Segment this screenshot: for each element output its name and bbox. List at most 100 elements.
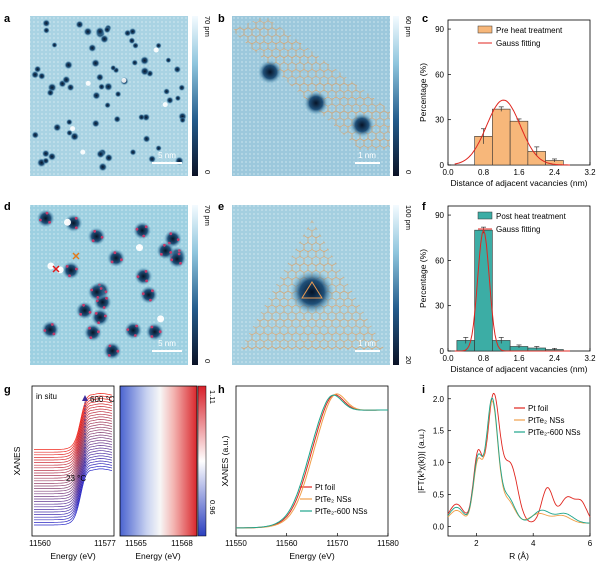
xanes-curve (34, 411, 113, 469)
annotation-in-situ: in situ (36, 392, 57, 401)
series-line (447, 392, 591, 523)
panel-label-d: d (4, 201, 11, 213)
y-tick-label: 90 (435, 25, 444, 34)
y-tick-label: 30 (435, 302, 444, 311)
vacancy-cluster (133, 221, 152, 240)
bright-spot (157, 315, 165, 323)
legend-label-fit: Gauss fitting (496, 225, 540, 234)
xanes-curve (34, 458, 113, 515)
vacancy-pit (42, 157, 50, 165)
tick-g-right-1: 11565 (125, 539, 147, 548)
panel-label-c: c (422, 13, 428, 25)
legend-label-bars: Post heat treatment (496, 212, 567, 221)
y-axis-label: XANES (a.u.) (220, 435, 230, 486)
panel-i: i 2 4 6 0.0 0.5 1.0 1.5 2.0 Pt foil PtTe₂ NSs PtTe… (416, 384, 593, 561)
vacancy-pit (163, 88, 171, 95)
x-tick-label: 3.2 (584, 168, 596, 177)
xanes-curve (34, 416, 113, 474)
panel-label-h: h (218, 384, 225, 396)
colorbar-min-a: 0 (203, 170, 212, 174)
xanes-in-situ-curves (34, 393, 113, 526)
vacancy-pit (62, 75, 71, 84)
x-tick-label: 1.6 (513, 354, 525, 363)
vacancy-cluster (83, 323, 102, 342)
legend-label-bars: Pre heat treatment (496, 26, 563, 35)
vacancy-cluster (62, 261, 80, 280)
colorbar-max-a: 70 pm (203, 16, 212, 37)
legend-swatch-bars (477, 25, 493, 34)
annotation-600C: 600 °C (90, 395, 115, 404)
x-tick-label: 2 (474, 539, 479, 548)
y-tick-label: 30 (435, 116, 444, 125)
x-tick-label: 3.2 (584, 354, 596, 363)
scalebar-label-a: 5 nm (158, 151, 176, 160)
vacancy-pit (129, 148, 137, 156)
vacancy-cluster (145, 322, 164, 341)
tick-g-left-2: 11577 (94, 539, 116, 548)
vacancy-pit (83, 27, 93, 37)
chart-i: 2 4 6 0.0 0.5 1.0 1.5 2.0 Pt foil PtTe₂ NSs PtTe₂-… (416, 385, 593, 561)
x-tick-label: 1.6 (513, 168, 525, 177)
vacancy-pit (38, 72, 46, 80)
x-tick-label: 2.4 (549, 354, 561, 363)
bright-spot (85, 80, 91, 86)
y-tick-label: 60 (435, 70, 444, 79)
vacancy-pit (178, 84, 186, 92)
bright-spot (121, 77, 127, 83)
legend-label: PtTe₂-600 NSs (315, 507, 367, 516)
legend-label: PtTe₂ NSs (528, 416, 564, 425)
bar (509, 120, 529, 166)
vacancy-pit (47, 152, 57, 161)
vacancy-pit (88, 43, 97, 53)
y-tick-label: 90 (435, 211, 444, 220)
vacancy-pit (140, 56, 150, 65)
legend-label: Pt foil (528, 404, 548, 413)
bright-spot (162, 102, 168, 108)
series-line (447, 400, 590, 524)
x-tick-label: 4 (531, 539, 536, 548)
panel-label-a: a (4, 13, 11, 25)
vacancy-cluster (36, 209, 55, 228)
y-tick-label: 1.0 (433, 459, 445, 468)
xanes-curve (34, 429, 113, 487)
tick-g-left-1: 11560 (29, 539, 51, 548)
xanes-curve (34, 395, 113, 453)
vacancy-cluster (87, 227, 106, 246)
x-tick-label: 2.4 (549, 168, 561, 177)
vacancy-pit (124, 29, 132, 37)
panel-label-f: f (422, 201, 426, 213)
xanes-curve (34, 460, 113, 518)
plot-frame-g-left (31, 385, 115, 537)
scalebar-label-d: 5 nm (158, 339, 176, 348)
y-tick-label: 0 (440, 347, 445, 356)
x-axis-label: Distance of adjacent vacancies (nm) (450, 178, 587, 188)
vacancy-pit (42, 19, 51, 28)
bright-spot (64, 218, 71, 226)
vacancy-pit (53, 123, 62, 132)
colorbar-max-e: 100 pm (404, 205, 413, 230)
vacancy-b-2 (304, 91, 328, 115)
vacancy-pit (66, 118, 73, 126)
vacancy-cluster (91, 308, 110, 327)
xanes-curve (34, 437, 113, 495)
x-tick-label: 11570 (327, 539, 349, 548)
vacancy-pit (75, 20, 84, 29)
vacancy-pit (148, 155, 157, 163)
vacancy-pit (114, 90, 122, 98)
xanes-curve (34, 421, 113, 479)
vacancy-pit (98, 162, 108, 172)
xanes-curve (34, 413, 113, 471)
vacancy-pit (138, 113, 145, 121)
series-line (236, 394, 388, 529)
xanes-curve (34, 442, 113, 500)
vacancy-pit (113, 115, 121, 123)
colorbar-e (393, 205, 399, 365)
xanes-curve (34, 439, 113, 497)
xanes-heatmap (120, 386, 197, 536)
bright-spot (153, 47, 159, 53)
vacancy-pit (70, 132, 79, 141)
vacancy-cluster (156, 241, 175, 260)
vacancy-pit (41, 149, 50, 158)
xanes-curve (34, 400, 113, 458)
